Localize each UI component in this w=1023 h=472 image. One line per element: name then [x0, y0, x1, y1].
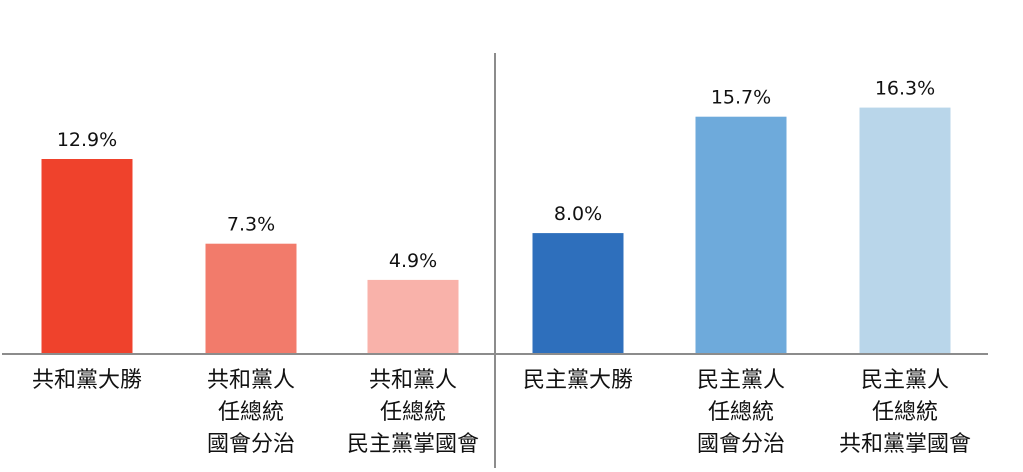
- value-label-0: 12.9%: [57, 129, 117, 151]
- bar-1: [205, 243, 297, 354]
- category-label-1-line-2: 國會分治: [207, 432, 295, 457]
- value-label-1: 7.3%: [227, 214, 275, 236]
- category-label-2-line-0: 共和黨人: [369, 368, 457, 393]
- category-label-2-line-2: 民主黨掌國會: [347, 432, 479, 457]
- category-label-3-line-0: 民主黨大勝: [523, 368, 633, 393]
- bar-4: [695, 116, 787, 354]
- bar-5: [859, 107, 951, 354]
- value-label-5: 16.3%: [875, 78, 935, 100]
- category-label-0-line-0: 共和黨大勝: [32, 368, 142, 393]
- value-labels-layer: 12.9% 7.3% 4.9% 8.0% 15.7% 16.3%: [57, 78, 935, 272]
- category-label-4-line-0: 民主黨人: [697, 368, 785, 393]
- value-label-3: 8.0%: [554, 203, 602, 225]
- category-label-4-line-2: 國會分治: [697, 432, 785, 457]
- category-label-4-line-1: 任總統: [708, 400, 774, 425]
- value-label-2: 4.9%: [389, 250, 437, 272]
- value-label-4: 15.7%: [711, 87, 771, 109]
- category-label-2-line-1: 任總統: [380, 400, 446, 425]
- category-label-5-line-2: 共和黨掌國會: [839, 432, 971, 457]
- category-label-5-line-1: 任總統: [872, 400, 938, 425]
- category-label-1-line-1: 任總統: [218, 400, 284, 425]
- bar-2: [367, 279, 459, 354]
- bar-3: [532, 233, 624, 354]
- category-label-1-line-0: 共和黨人: [207, 368, 295, 393]
- category-label-5-line-0: 民主黨人: [861, 368, 949, 393]
- bar-0: [41, 159, 133, 354]
- bars-layer: [41, 107, 951, 354]
